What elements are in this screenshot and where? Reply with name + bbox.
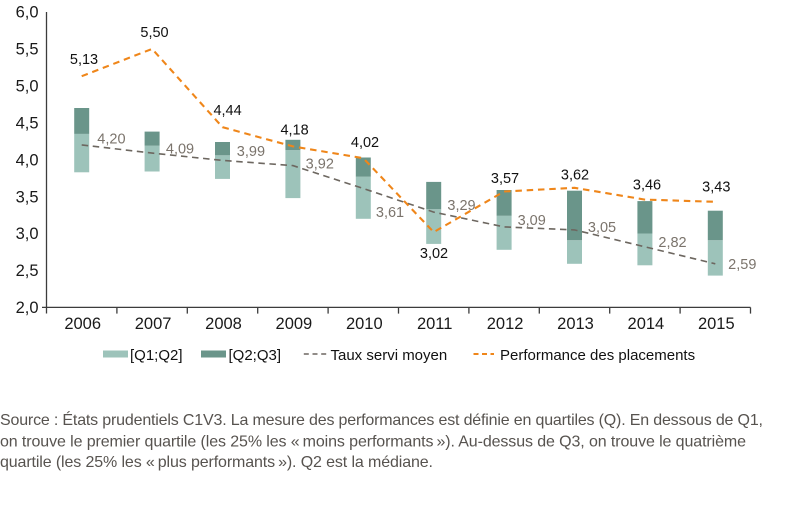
- svg-text:[Q2;Q3]: [Q2;Q3]: [229, 347, 282, 364]
- svg-text:3,57: 3,57: [491, 171, 519, 187]
- svg-text:4,44: 4,44: [213, 103, 241, 119]
- svg-text:2,0: 2,0: [16, 299, 39, 317]
- svg-text:3,5: 3,5: [16, 188, 39, 206]
- svg-text:5,50: 5,50: [140, 25, 168, 41]
- svg-text:4,5: 4,5: [16, 115, 39, 133]
- svg-text:5,5: 5,5: [16, 41, 39, 59]
- svg-text:2008: 2008: [205, 315, 242, 333]
- svg-text:4,02: 4,02: [351, 135, 379, 151]
- svg-text:6,0: 6,0: [16, 4, 39, 22]
- svg-text:2009: 2009: [276, 315, 313, 333]
- svg-text:on trouve le premier quartile: on trouve le premier quartile (les 25% l…: [0, 433, 746, 450]
- svg-text:3,62: 3,62: [561, 168, 589, 184]
- svg-text:2011: 2011: [417, 315, 452, 333]
- svg-text:2014: 2014: [628, 315, 665, 333]
- svg-text:3,43: 3,43: [702, 180, 730, 196]
- svg-text:2,5: 2,5: [16, 262, 39, 280]
- svg-text:2010: 2010: [346, 315, 383, 333]
- svg-text:2015: 2015: [698, 315, 735, 333]
- svg-text:4,20: 4,20: [97, 132, 125, 148]
- svg-text:5,13: 5,13: [70, 52, 98, 68]
- svg-text:2,59: 2,59: [728, 257, 756, 273]
- svg-text:4,18: 4,18: [280, 122, 308, 138]
- svg-text:[Q1;Q2]: [Q1;Q2]: [130, 347, 183, 364]
- svg-text:2013: 2013: [557, 315, 594, 333]
- svg-text:3,0: 3,0: [16, 225, 39, 243]
- svg-text:quartile (les 25% les « plus p: quartile (les 25% les « plus performants…: [0, 454, 433, 471]
- svg-text:4,09: 4,09: [166, 142, 194, 158]
- svg-text:3,02: 3,02: [420, 246, 448, 262]
- svg-text:3,05: 3,05: [588, 220, 616, 236]
- svg-text:2012: 2012: [487, 315, 524, 333]
- svg-text:2,82: 2,82: [658, 235, 686, 251]
- svg-text:3,29: 3,29: [447, 198, 475, 214]
- svg-text:3,09: 3,09: [518, 213, 546, 229]
- svg-text:5,0: 5,0: [16, 78, 39, 96]
- svg-text:3,61: 3,61: [376, 205, 404, 221]
- svg-text:2006: 2006: [64, 315, 101, 333]
- svg-text:Taux servi moyen: Taux servi moyen: [331, 347, 448, 364]
- svg-text:Source : États prudentiels C1V: Source : États prudentiels C1V3. La mesu…: [0, 410, 763, 429]
- svg-text:3,99: 3,99: [237, 144, 265, 160]
- svg-text:3,92: 3,92: [306, 157, 334, 173]
- svg-text:Performance des placements: Performance des placements: [500, 347, 695, 364]
- svg-text:4,0: 4,0: [16, 151, 39, 169]
- svg-text:2007: 2007: [135, 315, 172, 333]
- svg-text:3,46: 3,46: [633, 177, 661, 193]
